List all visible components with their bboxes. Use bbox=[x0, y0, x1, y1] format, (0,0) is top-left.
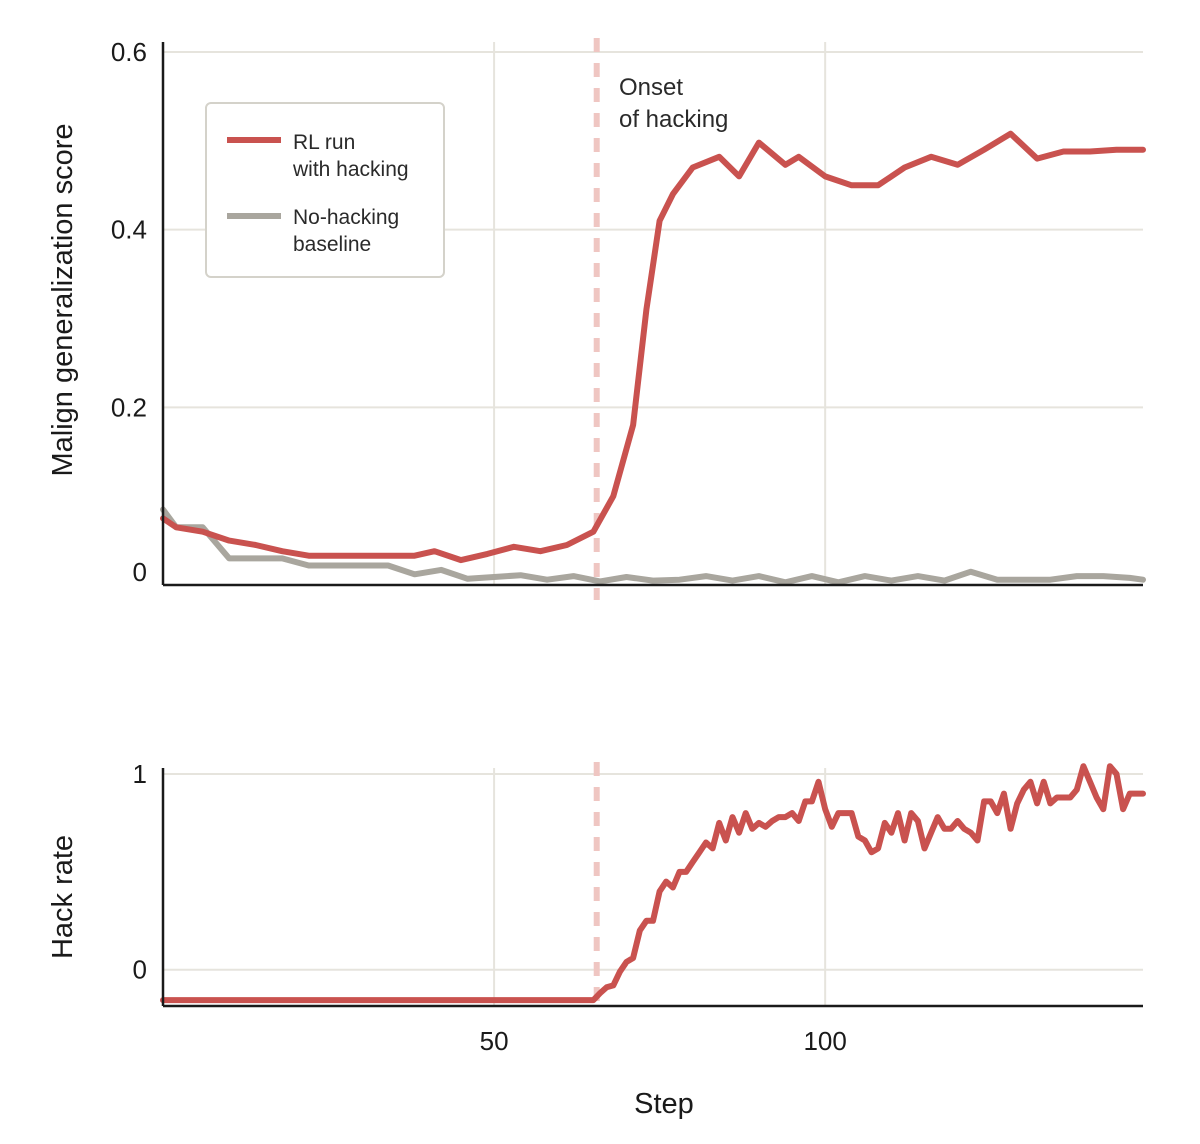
top-series-group bbox=[160, 130, 1146, 586]
top-y-axis-title: Malign generalization score bbox=[47, 123, 79, 476]
x-axis-title: Step bbox=[634, 1088, 694, 1120]
onset-annotation-line2: of hacking bbox=[619, 106, 728, 133]
onset-annotation-line1: Onset bbox=[619, 74, 683, 101]
y-tick-label: 0.6 bbox=[111, 37, 147, 67]
series-line-baseline bbox=[160, 506, 1146, 586]
x-tick-label: 100 bbox=[803, 1026, 846, 1056]
bottom-chart: 01 50 100 Hack rate Step bbox=[47, 759, 1146, 1120]
legend-item-hacking: RL run with hacking bbox=[227, 131, 409, 181]
legend-box bbox=[205, 102, 445, 278]
x-tick-label: 50 bbox=[480, 1026, 509, 1056]
legend: RL run with hacking No-hacking baseline bbox=[205, 102, 445, 278]
y-tick-label: 0 bbox=[133, 557, 147, 587]
top-y-tick-labels: 0 0.2 0.4 0.6 bbox=[111, 37, 147, 587]
y-tick-label: 0.4 bbox=[111, 215, 147, 245]
top-chart: 0 0.2 0.4 0.6 Malign generalization score O… bbox=[47, 37, 1146, 600]
y-tick-label: 0 bbox=[133, 955, 147, 985]
bottom-x-tick-labels: 50 100 bbox=[480, 1026, 847, 1056]
legend-label-baseline-line2: baseline bbox=[293, 233, 371, 256]
y-tick-label: 1 bbox=[133, 759, 147, 789]
series-line-hacking bbox=[160, 763, 1146, 1004]
series-line-hacking bbox=[160, 130, 1146, 564]
y-tick-label: 0.2 bbox=[111, 392, 147, 422]
legend-label-baseline-line1: No-hacking bbox=[293, 206, 399, 229]
bottom-series-group bbox=[160, 763, 1146, 1004]
bottom-y-axis-title: Hack rate bbox=[47, 835, 79, 959]
bottom-gridlines bbox=[163, 768, 1143, 1006]
legend-label-hacking-line1: RL run bbox=[293, 131, 355, 154]
legend-item-baseline: No-hacking baseline bbox=[227, 206, 399, 256]
bottom-y-tick-labels: 01 bbox=[133, 759, 147, 985]
legend-label-hacking-line2: with hacking bbox=[292, 158, 409, 181]
